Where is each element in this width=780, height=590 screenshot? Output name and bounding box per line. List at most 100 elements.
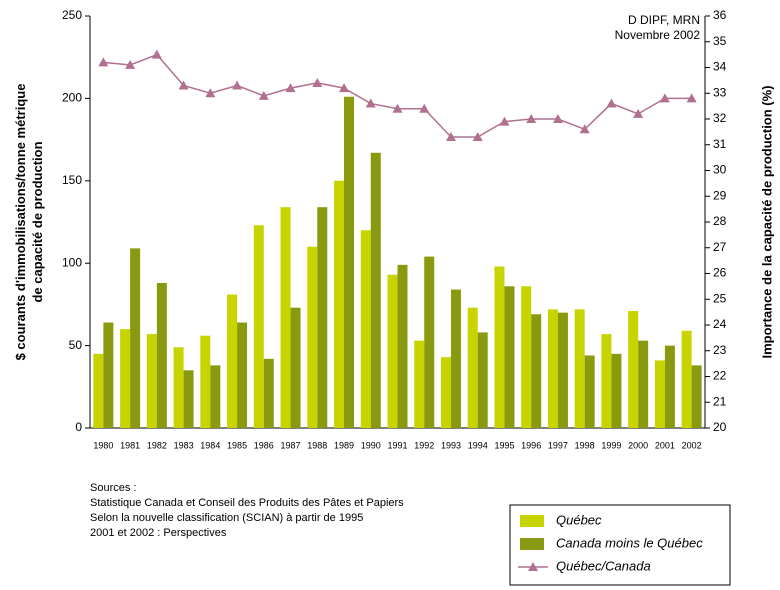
bar [440,357,451,428]
line [103,53,692,138]
source-note: Statistique Canada et Conseil des Produi… [90,497,404,509]
y2-tick-label: 31 [713,137,727,151]
y2-tick-label: 21 [713,394,727,408]
line-marker [526,114,537,123]
y2-tick-label: 36 [713,8,727,22]
bar [173,347,184,428]
bar [531,314,542,428]
y2-tick-label: 29 [713,188,727,202]
x-tick-label: 1999 [601,440,621,450]
x-tick-label: 1983 [174,440,194,450]
line-marker [392,103,403,113]
legend-label: Québec [556,512,602,527]
bar [334,180,345,428]
line-marker [659,93,670,103]
line-marker [125,59,136,69]
line-marker [151,49,162,59]
bar [387,274,398,428]
bar [601,334,612,428]
line-marker [419,103,430,113]
line-marker [339,83,350,93]
line-marker [205,88,216,98]
bar [103,322,114,428]
bar [584,355,595,428]
x-tick-label: 1988 [307,440,327,450]
x-tick-label: 2001 [655,440,675,450]
x-tick-label: 1991 [387,440,407,450]
bar [424,256,435,428]
line-marker [606,98,617,108]
bar [664,345,675,428]
x-tick-label: 1989 [334,440,354,450]
y-axis-title: $ courants d'immobilisations/tonne métri… [13,84,45,361]
legend-label: Québec/Canada [556,558,651,573]
bar [504,286,515,428]
bar [654,360,665,428]
y2-tick-label: 26 [713,266,727,280]
y-tick-label: 150 [62,173,82,187]
legend-label: Canada moins le Québec [556,535,703,550]
y2-tick-label: 34 [713,60,727,74]
x-tick-label: 2000 [628,440,648,450]
bar [200,335,211,428]
line-marker [98,57,109,67]
source-note: Selon la nouvelle classification (SCIAN)… [90,512,363,524]
bar [611,353,622,428]
annotation: D DIPF, MRN [628,13,700,27]
y-axis-title-line: de capacité de production [30,141,45,302]
legend-swatch [528,562,538,571]
bar [547,309,558,428]
y-tick-label: 250 [62,8,82,22]
x-tick-label: 1990 [361,440,381,450]
x-tick-label: 1986 [254,440,274,450]
bar [130,248,141,428]
x-tick-label: 1998 [575,440,595,450]
x-tick-label: 1994 [468,440,488,450]
line-marker [178,80,189,90]
x-tick-label: 1984 [200,440,220,450]
bar [477,332,488,428]
x-tick-label: 1993 [441,440,461,450]
y-axis-title-line: $ courants d'immobilisations/tonne métri… [13,84,28,361]
y2-tick-label: 23 [713,343,727,357]
bar [237,322,248,428]
bar [414,340,425,428]
y-tick-label: 200 [62,91,82,105]
line-marker [472,132,483,142]
bar [344,96,355,428]
line-marker [312,77,323,87]
y-tick-label: 0 [75,420,82,434]
y2-tick-label: 22 [713,369,727,383]
bar [450,289,461,428]
bar [370,152,381,428]
bar [307,246,318,428]
source-note: Sources : [90,482,136,494]
legend-swatch [520,515,544,527]
bar [681,330,692,428]
line-marker [579,124,590,134]
x-tick-label: 1995 [494,440,514,450]
source-note: 2001 et 2002 : Perspectives [90,527,227,539]
y2-tick-label: 27 [713,240,727,254]
bar [280,207,291,428]
x-tick-label: 1981 [120,440,140,450]
legend-box [509,504,731,586]
bar [227,294,238,428]
bar [263,358,274,428]
x-tick-label: 2002 [682,440,702,450]
bar [93,353,104,428]
bar [628,310,639,428]
x-tick-label: 1997 [548,440,568,450]
bar [494,266,505,428]
y2-tick-label: 28 [713,214,727,228]
line-marker [499,116,510,126]
y2-tick-label: 35 [713,34,727,48]
line-marker [365,98,376,108]
bar [156,282,167,428]
line-marker [552,114,563,123]
x-tick-label: 1996 [521,440,541,450]
bar [183,370,194,428]
line-marker [686,93,697,103]
x-tick-label: 1980 [93,440,113,450]
